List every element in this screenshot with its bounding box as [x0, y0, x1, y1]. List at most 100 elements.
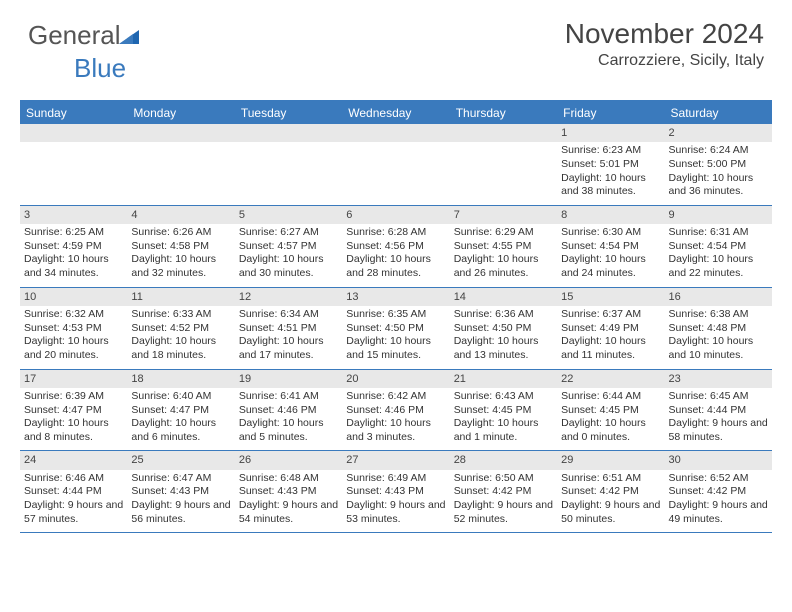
- day-body: Sunrise: 6:28 AMSunset: 4:56 PMDaylight:…: [342, 224, 449, 287]
- calendar-cell: 14Sunrise: 6:36 AMSunset: 4:50 PMDayligh…: [450, 288, 557, 369]
- daylight-text: Daylight: 9 hours and 56 minutes.: [131, 499, 230, 526]
- calendar-cell: [342, 124, 449, 205]
- day-number: 5: [235, 206, 342, 224]
- sunrise-text: Sunrise: 6:44 AM: [561, 390, 660, 404]
- day-number: 10: [20, 288, 127, 306]
- day-number: 14: [450, 288, 557, 306]
- sunset-text: Sunset: 4:58 PM: [131, 240, 230, 254]
- day-number: 27: [342, 451, 449, 469]
- daylight-text: Daylight: 10 hours and 15 minutes.: [346, 335, 445, 362]
- sunrise-text: Sunrise: 6:26 AM: [131, 226, 230, 240]
- daylight-text: Daylight: 9 hours and 53 minutes.: [346, 499, 445, 526]
- daylight-text: Daylight: 9 hours and 54 minutes.: [239, 499, 338, 526]
- sunrise-text: Sunrise: 6:41 AM: [239, 390, 338, 404]
- day-number: 28: [450, 451, 557, 469]
- calendar-cell: 17Sunrise: 6:39 AMSunset: 4:47 PMDayligh…: [20, 370, 127, 451]
- day-body-empty: [20, 142, 127, 164]
- day-body: Sunrise: 6:47 AMSunset: 4:43 PMDaylight:…: [127, 470, 234, 533]
- week-row: 10Sunrise: 6:32 AMSunset: 4:53 PMDayligh…: [20, 288, 772, 370]
- day-body: Sunrise: 6:39 AMSunset: 4:47 PMDaylight:…: [20, 388, 127, 451]
- sunrise-text: Sunrise: 6:28 AM: [346, 226, 445, 240]
- day-body: Sunrise: 6:27 AMSunset: 4:57 PMDaylight:…: [235, 224, 342, 287]
- day-number-empty: [127, 124, 234, 142]
- sunrise-text: Sunrise: 6:39 AM: [24, 390, 123, 404]
- daylight-text: Daylight: 10 hours and 28 minutes.: [346, 253, 445, 280]
- logo-part2: Blue: [74, 53, 126, 83]
- sunrise-text: Sunrise: 6:50 AM: [454, 472, 553, 486]
- day-body: Sunrise: 6:42 AMSunset: 4:46 PMDaylight:…: [342, 388, 449, 451]
- day-body: Sunrise: 6:23 AMSunset: 5:01 PMDaylight:…: [557, 142, 664, 205]
- sunset-text: Sunset: 4:46 PM: [346, 404, 445, 418]
- daylight-text: Daylight: 9 hours and 49 minutes.: [669, 499, 768, 526]
- calendar-cell: 22Sunrise: 6:44 AMSunset: 4:45 PMDayligh…: [557, 370, 664, 451]
- day-number: 8: [557, 206, 664, 224]
- sunrise-text: Sunrise: 6:46 AM: [24, 472, 123, 486]
- daylight-text: Daylight: 9 hours and 50 minutes.: [561, 499, 660, 526]
- daylight-text: Daylight: 9 hours and 57 minutes.: [24, 499, 123, 526]
- sunset-text: Sunset: 4:50 PM: [454, 322, 553, 336]
- sunset-text: Sunset: 4:59 PM: [24, 240, 123, 254]
- sunset-text: Sunset: 4:54 PM: [561, 240, 660, 254]
- sunrise-text: Sunrise: 6:49 AM: [346, 472, 445, 486]
- day-number: 22: [557, 370, 664, 388]
- sunrise-text: Sunrise: 6:25 AM: [24, 226, 123, 240]
- daylight-text: Daylight: 10 hours and 17 minutes.: [239, 335, 338, 362]
- daylight-text: Daylight: 10 hours and 3 minutes.: [346, 417, 445, 444]
- day-of-week-header: Sunday: [20, 102, 127, 124]
- day-number: 9: [665, 206, 772, 224]
- day-body: Sunrise: 6:29 AMSunset: 4:55 PMDaylight:…: [450, 224, 557, 287]
- day-number: 21: [450, 370, 557, 388]
- day-body-empty: [450, 142, 557, 164]
- daylight-text: Daylight: 10 hours and 20 minutes.: [24, 335, 123, 362]
- calendar-cell: 3Sunrise: 6:25 AMSunset: 4:59 PMDaylight…: [20, 206, 127, 287]
- day-body: Sunrise: 6:26 AMSunset: 4:58 PMDaylight:…: [127, 224, 234, 287]
- sunrise-text: Sunrise: 6:29 AM: [454, 226, 553, 240]
- calendar-cell: 10Sunrise: 6:32 AMSunset: 4:53 PMDayligh…: [20, 288, 127, 369]
- day-of-week-header: Saturday: [665, 102, 772, 124]
- daylight-text: Daylight: 10 hours and 22 minutes.: [669, 253, 768, 280]
- daylight-text: Daylight: 10 hours and 38 minutes.: [561, 172, 660, 199]
- day-of-week-header: Monday: [127, 102, 234, 124]
- calendar-cell: 21Sunrise: 6:43 AMSunset: 4:45 PMDayligh…: [450, 370, 557, 451]
- calendar-cell: 8Sunrise: 6:30 AMSunset: 4:54 PMDaylight…: [557, 206, 664, 287]
- days-of-week-row: SundayMondayTuesdayWednesdayThursdayFrid…: [20, 102, 772, 124]
- sunset-text: Sunset: 4:50 PM: [346, 322, 445, 336]
- daylight-text: Daylight: 10 hours and 24 minutes.: [561, 253, 660, 280]
- daylight-text: Daylight: 10 hours and 30 minutes.: [239, 253, 338, 280]
- calendar-cell: 4Sunrise: 6:26 AMSunset: 4:58 PMDaylight…: [127, 206, 234, 287]
- day-body: Sunrise: 6:43 AMSunset: 4:45 PMDaylight:…: [450, 388, 557, 451]
- sunrise-text: Sunrise: 6:45 AM: [669, 390, 768, 404]
- sunset-text: Sunset: 4:43 PM: [239, 485, 338, 499]
- sunset-text: Sunset: 5:01 PM: [561, 158, 660, 172]
- logo: General Blue: [28, 20, 141, 84]
- calendar-cell: [450, 124, 557, 205]
- month-title: November 2024: [565, 18, 764, 50]
- sunrise-text: Sunrise: 6:24 AM: [669, 144, 768, 158]
- sunset-text: Sunset: 4:47 PM: [24, 404, 123, 418]
- day-number: 26: [235, 451, 342, 469]
- daylight-text: Daylight: 10 hours and 13 minutes.: [454, 335, 553, 362]
- day-of-week-header: Tuesday: [235, 102, 342, 124]
- logo-triangle-icon: [119, 22, 141, 53]
- day-body: Sunrise: 6:49 AMSunset: 4:43 PMDaylight:…: [342, 470, 449, 533]
- sunset-text: Sunset: 4:42 PM: [561, 485, 660, 499]
- sunset-text: Sunset: 4:52 PM: [131, 322, 230, 336]
- day-body: Sunrise: 6:30 AMSunset: 4:54 PMDaylight:…: [557, 224, 664, 287]
- day-body: Sunrise: 6:25 AMSunset: 4:59 PMDaylight:…: [20, 224, 127, 287]
- day-body-empty: [235, 142, 342, 164]
- week-row: 3Sunrise: 6:25 AMSunset: 4:59 PMDaylight…: [20, 206, 772, 288]
- day-body-empty: [127, 142, 234, 164]
- day-number: 6: [342, 206, 449, 224]
- sunset-text: Sunset: 4:43 PM: [346, 485, 445, 499]
- sunrise-text: Sunrise: 6:42 AM: [346, 390, 445, 404]
- day-number: 25: [127, 451, 234, 469]
- sunset-text: Sunset: 4:45 PM: [454, 404, 553, 418]
- day-body: Sunrise: 6:48 AMSunset: 4:43 PMDaylight:…: [235, 470, 342, 533]
- day-number: 11: [127, 288, 234, 306]
- daylight-text: Daylight: 9 hours and 58 minutes.: [669, 417, 768, 444]
- day-number: 2: [665, 124, 772, 142]
- sunrise-text: Sunrise: 6:37 AM: [561, 308, 660, 322]
- day-number: 16: [665, 288, 772, 306]
- day-number-empty: [342, 124, 449, 142]
- day-number: 17: [20, 370, 127, 388]
